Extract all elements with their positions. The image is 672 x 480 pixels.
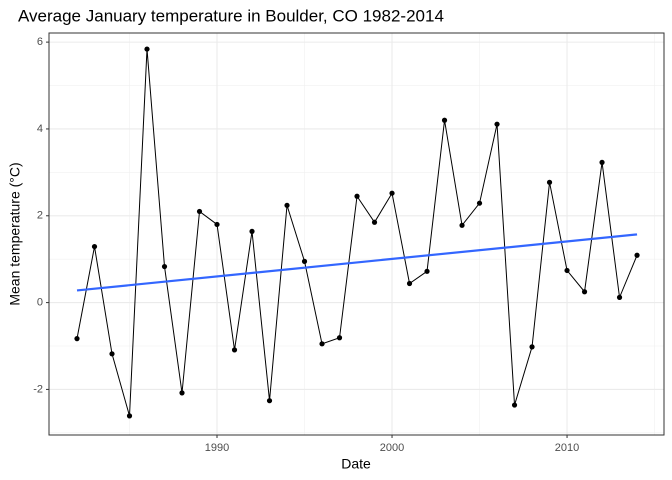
data-point [511, 402, 518, 408]
data-point [389, 190, 395, 196]
data-point [476, 200, 483, 206]
data-point [424, 268, 430, 274]
x-tick-label: 2010 [555, 442, 579, 454]
data-point [144, 46, 150, 52]
data-point [564, 267, 570, 274]
trend-line [76, 233, 638, 292]
data-point [74, 336, 80, 342]
y-tick-label: -2 [33, 383, 43, 395]
x-axis-title: Date [341, 456, 371, 472]
data-point [581, 289, 588, 295]
data-point [406, 280, 413, 287]
data-point [126, 413, 133, 419]
x-tick-label: 1990 [205, 442, 229, 454]
y-tick-label: 2 [37, 210, 43, 222]
data-point [161, 263, 168, 270]
data-point [301, 258, 308, 264]
data-point [214, 221, 220, 228]
data-point [109, 351, 115, 357]
data-point [354, 193, 360, 199]
y-axis-title: Mean temperature (°C) [7, 162, 23, 305]
data-point [459, 222, 465, 228]
data-point [616, 294, 623, 300]
y-tick-label: 0 [37, 296, 43, 308]
data-point [371, 219, 378, 225]
data-point [494, 121, 500, 127]
data-point [441, 117, 448, 123]
plot-border [48, 32, 665, 436]
data-point [91, 243, 98, 250]
chart-title: Average January temperature in Boulder, … [18, 6, 444, 25]
data-point [179, 390, 185, 396]
data-point [529, 344, 535, 350]
data-point [546, 179, 553, 185]
data-point [336, 335, 343, 341]
data-line [76, 49, 638, 417]
data-point [634, 252, 640, 258]
data-point [284, 202, 290, 208]
data-point [319, 341, 325, 347]
data-point [196, 208, 203, 215]
y-tick-label: 6 [37, 36, 43, 48]
data-point [599, 159, 605, 165]
data-point [231, 347, 238, 353]
data-point [266, 398, 273, 404]
x-tick-label: 2000 [380, 442, 404, 454]
y-tick-label: 4 [37, 123, 43, 135]
data-point [249, 228, 255, 234]
